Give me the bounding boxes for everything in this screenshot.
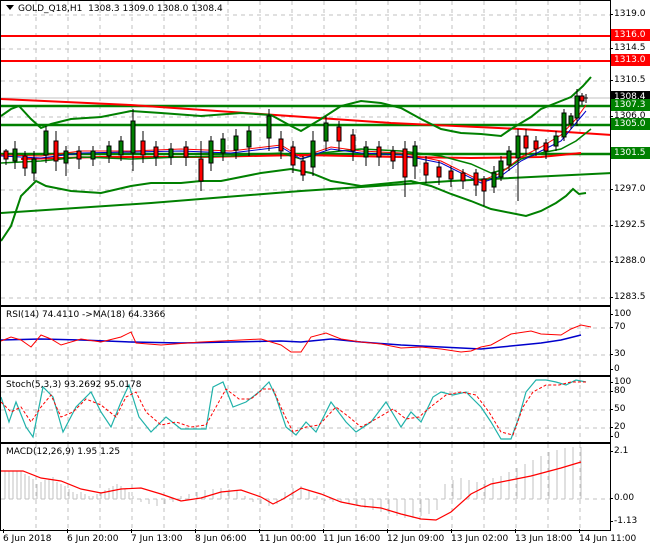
rsi-tick: 100 — [609, 309, 632, 319]
price-tick: 1314.5 — [610, 43, 646, 53]
main-price-pane[interactable]: GOLD_Q18,H1 1308.3 1309.0 1308.0 1308.4 — [0, 0, 611, 306]
stoch-tick: 80 — [609, 386, 626, 396]
level-label-1316: 1316.0 — [611, 29, 650, 41]
macd-tick: -1.13 — [609, 516, 638, 526]
macd-axis[interactable]: 2.1 0.00 -1.13 — [609, 443, 650, 531]
time-tick: 13 Jun 02:00 — [451, 529, 509, 544]
time-tick: 7 Jun 13:00 — [131, 529, 183, 544]
time-tick: 11 Jun 16:00 — [323, 529, 381, 544]
rsi-pane[interactable]: RSI(14) 74.4110 ->MA(18) 64.3366 — [0, 306, 611, 376]
level-label-1305: 1305.0 — [611, 118, 650, 130]
rsi-tick: 70 — [609, 322, 626, 332]
symbol-label: GOLD_Q18,H1 — [18, 4, 83, 14]
time-axis[interactable]: 6 Jun 2018 6 Jun 20:00 7 Jun 13:00 8 Jun… — [0, 529, 636, 550]
level-label-1307: 1307.3 — [611, 99, 650, 111]
triangle-down-icon[interactable] — [6, 5, 14, 10]
stochastic-axis[interactable]: 100 80 50 20 0 — [609, 376, 650, 443]
level-label-1313: 1313.0 — [611, 54, 650, 66]
rsi-tick: 30 — [609, 349, 626, 359]
macd-signal-line — [1, 461, 582, 521]
symbol-header[interactable]: GOLD_Q18,H1 1308.3 1309.0 1308.0 1308.4 — [6, 4, 223, 14]
rsi-chart-canvas — [1, 307, 610, 375]
macd-pane[interactable]: MACD(12,26,9) 1.95 1.25 — [0, 443, 611, 531]
price-tick: 1288.0 — [610, 256, 646, 266]
price-tick: 1306.0 — [610, 111, 646, 121]
macd-histogram — [4, 447, 582, 518]
stoch-tick: 0 — [610, 431, 620, 441]
stoch-tick: 100 — [609, 377, 632, 387]
stoch-tick: 20 — [609, 422, 626, 432]
price-chart-canvas — [1, 1, 610, 305]
time-tick: 12 Jun 09:00 — [387, 529, 445, 544]
time-tick: 6 Jun 20:00 — [67, 529, 119, 544]
rsi-title: RSI(14) 74.4110 ->MA(18) 64.3366 — [6, 310, 166, 320]
macd-chart-canvas — [1, 444, 610, 530]
rsi-tick: 0 — [610, 364, 620, 374]
time-tick: 8 Jun 06:00 — [195, 529, 247, 544]
level-label-1301: 1301.5 — [611, 147, 650, 159]
macd-tick: 2.1 — [609, 446, 629, 456]
ohlc-values: 1308.3 1309.0 1308.0 1308.4 — [88, 4, 223, 14]
stoch-tick: 50 — [609, 404, 626, 414]
rsi-axis[interactable]: 100 70 30 0 — [609, 306, 650, 376]
price-axis[interactable]: 1319.0 1316.0 1314.5 1313.0 1310.5 1306.… — [610, 0, 650, 306]
price-tick: 1319.0 — [610, 9, 646, 19]
time-tick: 14 Jun 11:00 — [579, 529, 637, 544]
stochastic-chart-canvas — [1, 377, 610, 442]
macd-title: MACD(12,26,9) 1.95 1.25 — [6, 447, 121, 457]
price-tick: 1283.5 — [610, 292, 646, 302]
price-tick: 1297.0 — [610, 184, 646, 194]
time-tick: 13 Jun 18:00 — [515, 529, 573, 544]
time-tick: 6 Jun 2018 — [3, 529, 52, 544]
price-tick: 1292.5 — [610, 220, 646, 230]
time-tick: 11 Jun 00:00 — [259, 529, 317, 544]
stochastic-pane[interactable]: Stoch(5,3,3) 93.2692 95.0178 — [0, 376, 611, 443]
price-tick: 1310.5 — [610, 75, 646, 85]
macd-tick: 0.00 — [609, 493, 635, 503]
stochastic-title: Stoch(5,3,3) 93.2692 95.0178 — [6, 380, 142, 390]
